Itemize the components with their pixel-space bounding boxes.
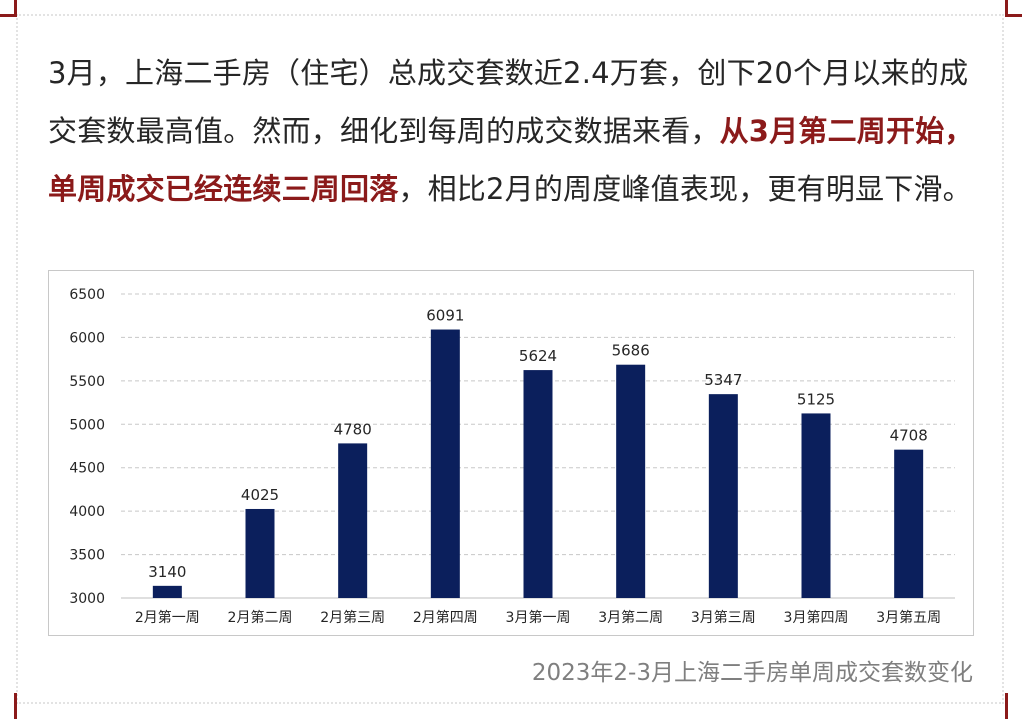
- data-label: 4708: [890, 427, 928, 445]
- bar-3: [338, 443, 368, 598]
- corner-ornament-bottom-left: [0, 693, 17, 719]
- bar-chart: 3000 3500 4000 4500 5000 5500 6000 6500 3140 402…: [48, 270, 974, 636]
- paragraph-text-2: ，相比2月的周度峰值表现，更有明显下滑。: [398, 172, 972, 206]
- data-label: 3140: [148, 563, 186, 581]
- x-tick-label: 3月第三周: [691, 609, 756, 626]
- corner-ornament-bottom-right: [1005, 693, 1022, 719]
- data-label: 5624: [519, 347, 557, 365]
- bar-1: [152, 585, 182, 598]
- y-tick-label: 6500: [69, 287, 105, 303]
- data-label: 5125: [797, 390, 835, 408]
- paragraph-highlight: 从3月第二周开始，单周成交已经连续三周回落: [48, 114, 974, 206]
- bar-chart-svg: 3000 3500 4000 4500 5000 5500 6000 6500 3140 402…: [69, 287, 955, 626]
- y-tick-label: 3000: [69, 591, 105, 607]
- x-tick-label: 3月第四周: [784, 609, 849, 626]
- bar-2: [245, 508, 275, 598]
- x-axis-ticks: 2月第一周 2月第二周 2月第三周 2月第四周 3月第一周 3月第二周 3月第三周 3月第四周…: [135, 609, 941, 626]
- y-tick-label: 5000: [69, 417, 105, 433]
- bar-5: [523, 370, 553, 598]
- data-labels: 3140 4025 4780 6091 5624 5686 5347 5125 4708: [148, 307, 928, 581]
- bar-6: [616, 364, 646, 598]
- x-tick-label: 3月第五周: [876, 609, 941, 626]
- x-tick-label: 2月第二周: [228, 609, 293, 626]
- data-label: 5347: [704, 371, 742, 389]
- article-paragraph: 3月，上海二手房（住宅）总成交套数近2.4万套，创下20个月以来的成交套数最高值…: [48, 44, 983, 218]
- y-tick-label: 6000: [69, 330, 105, 346]
- bar-4: [430, 329, 460, 598]
- bar-8: [801, 413, 831, 598]
- y-axis-ticks: 3000 3500 4000 4500 5000 5500 6000 6500: [69, 287, 105, 607]
- data-label: 4780: [334, 420, 372, 438]
- y-tick-label: 5500: [69, 374, 105, 390]
- x-tick-label: 3月第二周: [598, 609, 663, 626]
- x-tick-label: 3月第一周: [506, 609, 571, 626]
- corner-ornament-top-left: [0, 0, 17, 17]
- x-tick-label: 2月第一周: [135, 609, 200, 626]
- data-label: 4025: [241, 486, 279, 504]
- chart-caption: 2023年2-3月上海二手房单周成交套数变化: [531, 660, 973, 686]
- y-tick-label: 4000: [69, 504, 105, 520]
- corner-ornament-top-right: [1005, 0, 1022, 17]
- x-tick-label: 2月第四周: [413, 609, 478, 626]
- data-label: 6091: [426, 307, 464, 325]
- bar-9: [894, 449, 924, 598]
- bars: [152, 329, 924, 598]
- y-tick-label: 3500: [69, 548, 105, 564]
- bar-7: [708, 394, 738, 598]
- paragraph-text-1: 3月，上海二手房（住宅）总成交套数近2.4万套，创下20个月以来的成交套数最高值…: [48, 56, 969, 148]
- data-label: 5686: [612, 342, 650, 360]
- y-tick-label: 4500: [69, 461, 105, 477]
- x-tick-label: 2月第三周: [320, 609, 385, 626]
